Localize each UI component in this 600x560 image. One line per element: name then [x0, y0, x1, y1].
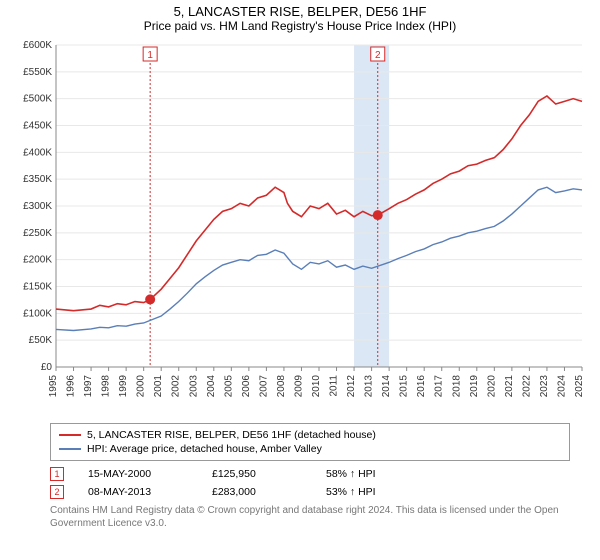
y-tick-label: £50K — [29, 335, 53, 346]
marker-box-label: 2 — [375, 50, 381, 61]
x-tick-label: 2013 — [364, 375, 375, 398]
x-tick-label: 2021 — [504, 375, 515, 398]
marker-number-icon: 1 — [50, 467, 64, 481]
marker-number-icon: 2 — [50, 485, 64, 499]
y-tick-label: £350K — [23, 174, 52, 185]
legend-row: 5, LANCASTER RISE, BELPER, DE56 1HF (det… — [59, 428, 561, 442]
marker-date: 08-MAY-2013 — [88, 486, 188, 498]
y-tick-label: £600K — [23, 40, 52, 51]
x-tick-label: 2017 — [434, 375, 445, 398]
x-tick-label: 2009 — [293, 375, 304, 398]
marker-row: 1 15-MAY-2000 £125,950 58% ↑ HPI — [50, 465, 570, 483]
x-tick-label: 2012 — [346, 375, 357, 398]
x-tick-label: 2006 — [241, 375, 252, 398]
marker-date: 15-MAY-2000 — [88, 468, 188, 480]
x-tick-label: 2019 — [469, 375, 480, 398]
series-price-paid — [56, 96, 582, 311]
marker-box-label: 1 — [147, 50, 153, 61]
footnote: Contains HM Land Registry data © Crown c… — [50, 505, 570, 530]
x-tick-label: 2004 — [206, 375, 217, 398]
legend-swatch — [59, 448, 81, 450]
chart-container: £0 £50K £100K £150K £200K £250K £300K £350K £400… — [10, 37, 590, 417]
x-tick-label: 2020 — [486, 375, 497, 398]
x-tick-label: 2011 — [329, 375, 340, 397]
y-tick-label: £150K — [23, 282, 52, 293]
x-tick-label: 1996 — [66, 375, 77, 398]
x-tick-label: 1995 — [48, 375, 59, 398]
marker-price: £125,950 — [212, 468, 302, 480]
x-tick-label: 1997 — [83, 375, 94, 398]
page-title: 5, LANCASTER RISE, BELPER, DE56 1HF — [0, 0, 600, 19]
y-tick-label: £0 — [41, 362, 53, 373]
x-tick-label: 2008 — [276, 375, 287, 398]
x-tick-label: 2001 — [153, 375, 164, 398]
legend-label: HPI: Average price, detached house, Ambe… — [87, 443, 322, 455]
y-tick-label: £300K — [23, 201, 52, 212]
scatter-point — [145, 294, 155, 304]
legend-box: 5, LANCASTER RISE, BELPER, DE56 1HF (det… — [50, 423, 570, 461]
x-tick-label: 1999 — [118, 375, 129, 398]
x-tick-label: 2025 — [574, 375, 585, 398]
x-tick-label: 2022 — [521, 375, 532, 398]
x-tick-label: 2016 — [416, 375, 427, 398]
x-tick-label: 2002 — [171, 375, 182, 398]
marker-table: 1 15-MAY-2000 £125,950 58% ↑ HPI 2 08-MAY-201… — [50, 465, 570, 501]
legend-swatch — [59, 434, 81, 436]
marker-price: £283,000 — [212, 486, 302, 498]
line-chart: £0 £50K £100K £150K £200K £250K £300K £350K £400… — [10, 37, 590, 417]
y-tick-label: £450K — [23, 121, 52, 132]
scatter-point — [373, 210, 383, 220]
y-tick-label: £200K — [23, 255, 52, 266]
y-tick-label: £550K — [23, 67, 52, 78]
marker-pct: 58% ↑ HPI — [326, 468, 376, 480]
page-subtitle: Price paid vs. HM Land Registry's House … — [0, 19, 600, 37]
x-tick-label: 2023 — [539, 375, 550, 398]
marker-pct: 53% ↑ HPI — [326, 486, 376, 498]
x-tick-label: 2010 — [311, 375, 322, 398]
x-tick-label: 2024 — [556, 375, 567, 398]
marker-row: 2 08-MAY-2013 £283,000 53% ↑ HPI — [50, 483, 570, 501]
x-tick-label: 2018 — [451, 375, 462, 398]
x-tick-label: 2005 — [223, 375, 234, 398]
legend-label: 5, LANCASTER RISE, BELPER, DE56 1HF (det… — [87, 429, 376, 441]
y-tick-label: £100K — [23, 308, 52, 319]
x-tick-label: 2007 — [258, 375, 269, 398]
x-tick-label: 2015 — [399, 375, 410, 398]
y-tick-label: £500K — [23, 94, 52, 105]
x-tick-label: 2003 — [188, 375, 199, 398]
x-tick-label: 1998 — [101, 375, 112, 398]
y-tick-label: £400K — [23, 147, 52, 158]
x-tick-label: 2014 — [381, 375, 392, 398]
x-tick-label: 2000 — [136, 375, 147, 398]
y-tick-label: £250K — [23, 228, 52, 239]
legend-row: HPI: Average price, detached house, Ambe… — [59, 442, 561, 456]
